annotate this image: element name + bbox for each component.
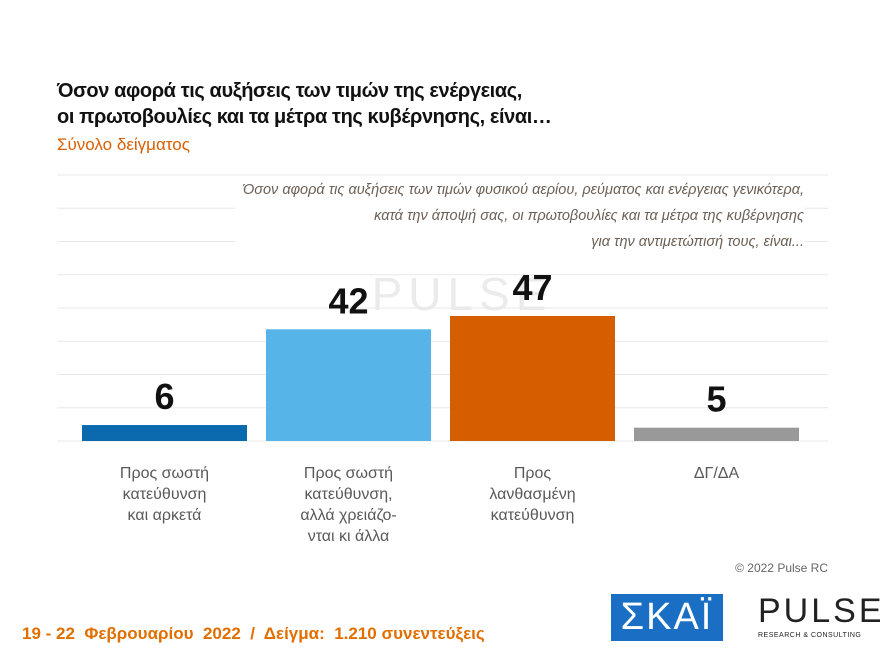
- value-label: 5: [706, 379, 726, 420]
- footer: 19 - 22 Φεβρουαρίου 2022 / Δείγμα: 1.210…: [22, 624, 485, 643]
- subtitle: Σύνολο δείγματος: [57, 135, 190, 154]
- copyright: © 2022 Pulse RC: [735, 561, 828, 575]
- pulse-logo-sub: RESEARCH & CONSULTING: [758, 632, 862, 639]
- value-label: 47: [512, 267, 552, 308]
- bar: [450, 315, 615, 441]
- skai-logo: ΣΚΑΪ: [611, 594, 723, 641]
- bar: [634, 427, 799, 441]
- annotation: Όσον αφορά τις αυξήσεις των τιμών φυσικο…: [234, 177, 804, 255]
- category-label: Προς λανθασμένη κατεύθυνση: [489, 465, 576, 524]
- bar: [266, 329, 431, 441]
- category-label: ΔΓ/ΔΑ: [693, 465, 740, 482]
- pulse-logo: PULSE: [758, 592, 880, 630]
- bar: [82, 425, 247, 441]
- category-label: Προς σωστή κατεύθυνση, αλλά χρειάζο- ντα…: [300, 465, 397, 545]
- value-label: 6: [154, 376, 174, 417]
- watermark: PULSE: [372, 268, 553, 320]
- chart-title: Όσον αφορά τις αυξήσεις των τιμών της εν…: [57, 80, 522, 102]
- category-label: Προς σωστή κατεύθυνση και αρκετά: [119, 465, 210, 524]
- value-label: 42: [328, 280, 368, 321]
- chart-title: οι πρωτοβουλίες και τα μέτρα της κυβέρνη…: [57, 106, 552, 128]
